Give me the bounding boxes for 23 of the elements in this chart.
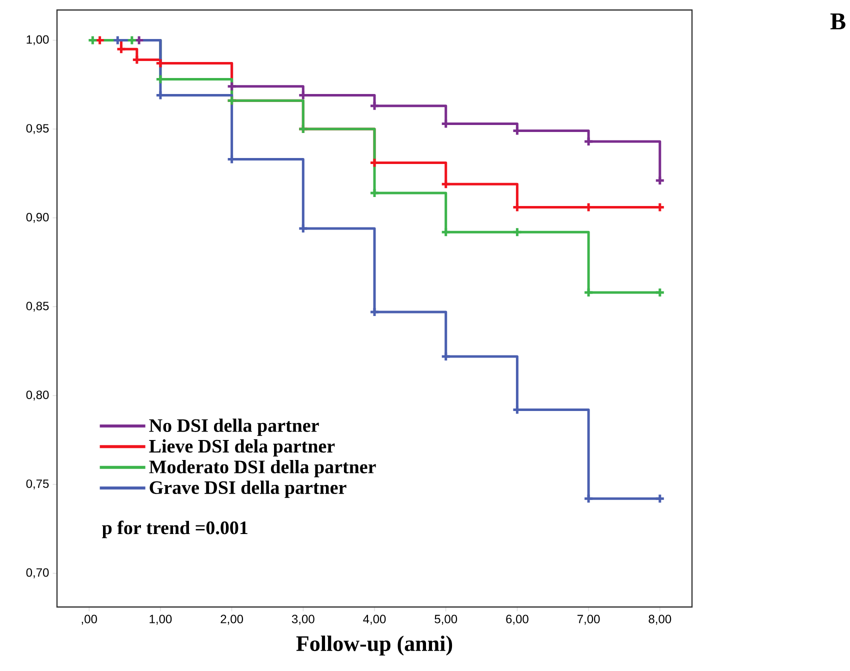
y-tick-label: 0,70 xyxy=(26,568,49,578)
y-tick-label: 1,00 xyxy=(26,35,49,46)
legend-label: No DSI della partner xyxy=(149,418,319,436)
legend-label: Lieve DSI dela partner xyxy=(149,439,335,457)
legend-label: Moderato DSI della partner xyxy=(149,460,376,478)
x-tick-label: 8,00 xyxy=(648,614,672,625)
x-tick-label: 2,00 xyxy=(220,614,244,625)
x-tick-label: 7,00 xyxy=(577,614,600,625)
y-tick-label: 0,85 xyxy=(26,302,49,312)
legend-label: Grave DSI della partner xyxy=(150,480,346,498)
x-tick-label: 6,00 xyxy=(506,614,528,625)
x-tick-label: ,00 xyxy=(82,614,97,625)
y-tick-label: 0,80 xyxy=(26,390,49,401)
text: B xyxy=(830,14,846,30)
x-tick-label: 1,00 xyxy=(150,614,172,625)
annotation: p for trend =0.001 xyxy=(102,520,248,538)
x-tick-label: 3,00 xyxy=(292,614,314,625)
y-tick-label: 0,95 xyxy=(26,124,49,134)
y-tick-label: 0,90 xyxy=(26,212,49,223)
x-axis-title: Follow-up (anni) xyxy=(296,636,452,656)
x-tick-label: 4,00 xyxy=(363,614,386,625)
y-tick-label: 0,75 xyxy=(26,479,49,490)
x-tick-label: 5,00 xyxy=(434,614,458,625)
